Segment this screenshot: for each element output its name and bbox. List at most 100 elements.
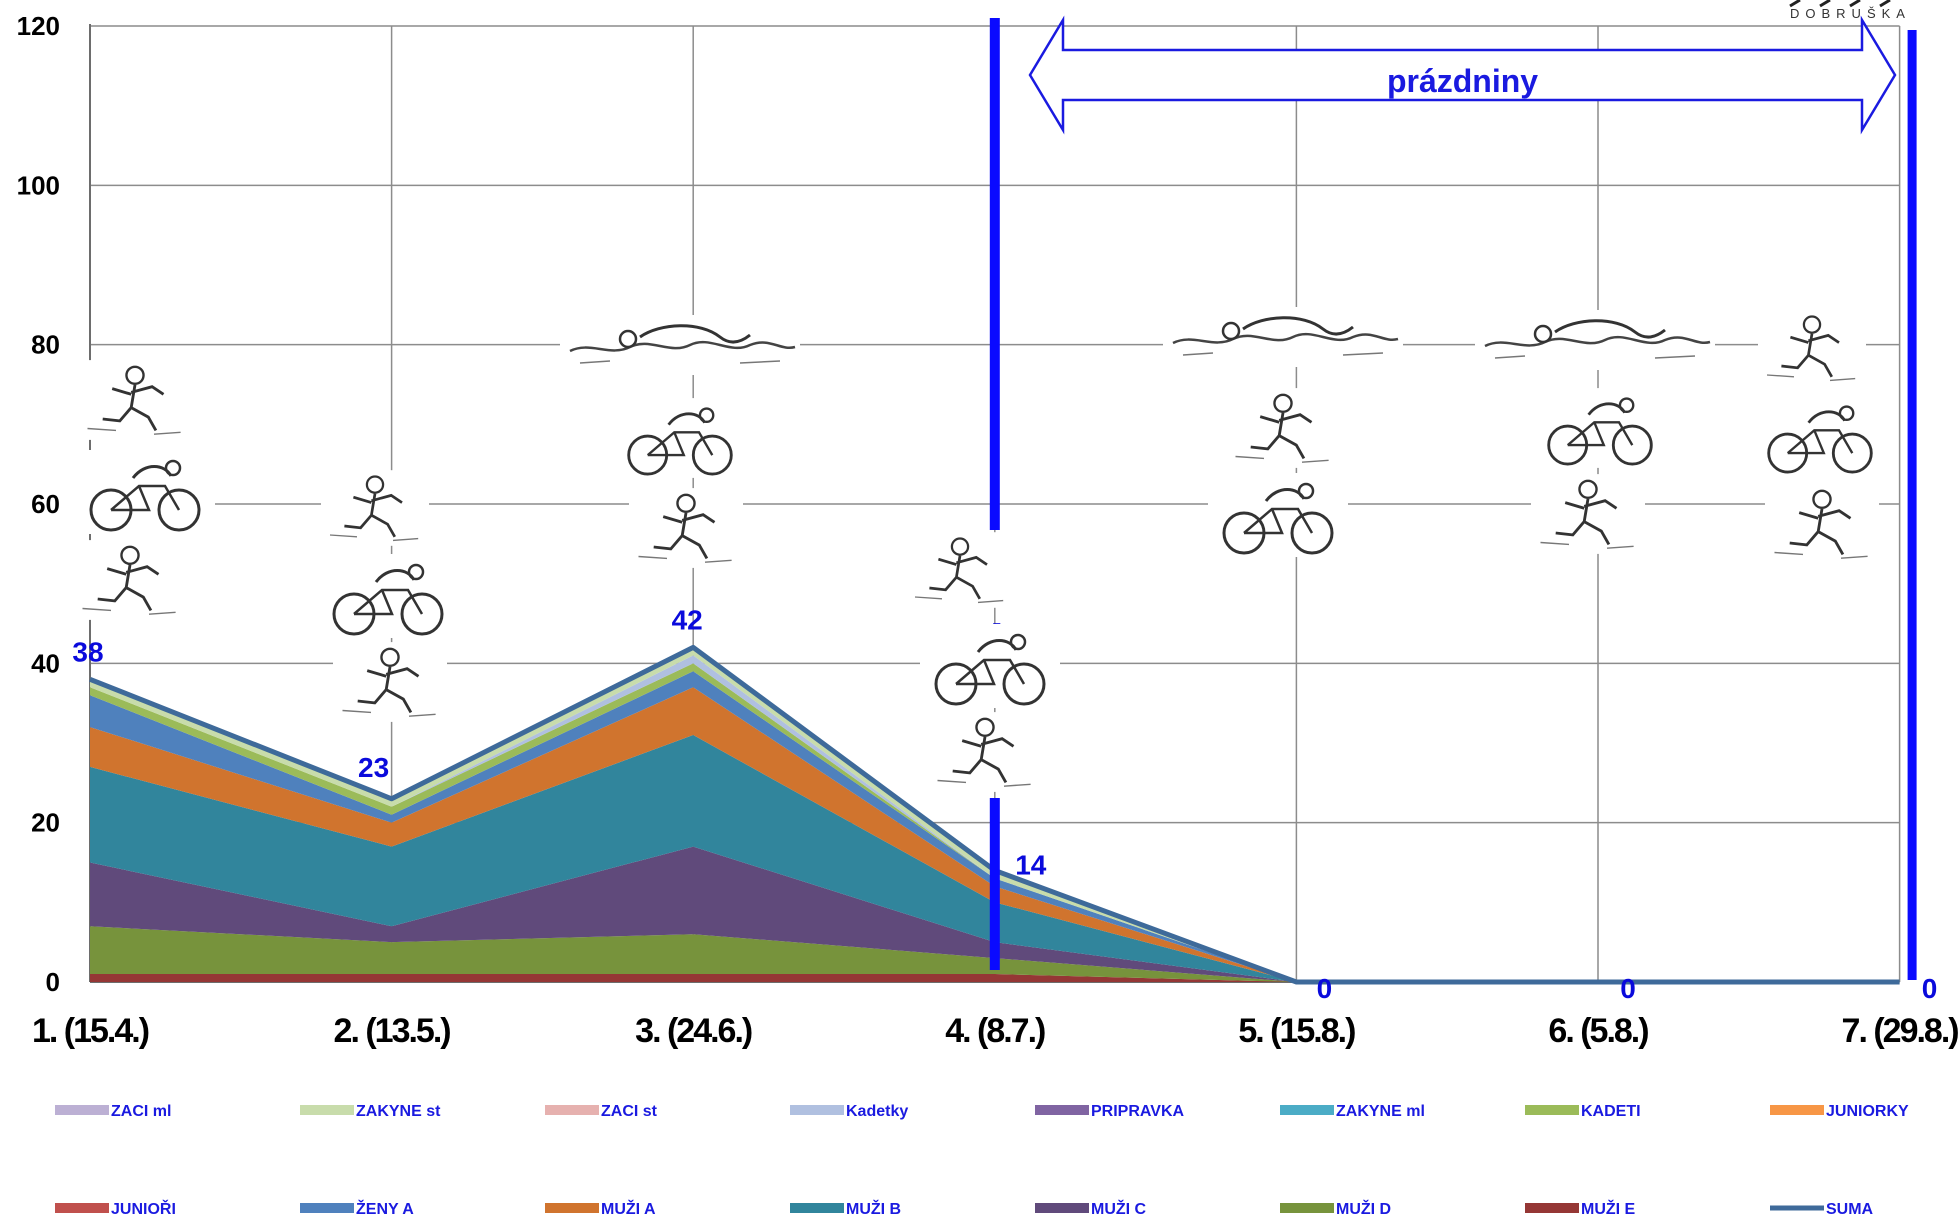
data-label: 0 xyxy=(1922,973,1938,1004)
legend: ZACI ml ZAKYNE st ZACI st Kadetky PRIPRAVKA Z… xyxy=(55,1103,1909,1218)
x-tick-labels: 1. (15.4.) 2. (13.5.) 3. (24.6.) 4. (8.7.) 5… xyxy=(32,1012,1958,1050)
legend-swatch xyxy=(1035,1203,1089,1213)
legend-swatch xyxy=(545,1203,599,1213)
x-tick-label: 1. (15.4.) xyxy=(32,1012,149,1050)
legend-label: ZAKYNE ml xyxy=(1336,1103,1425,1120)
legend-swatch xyxy=(1280,1203,1334,1213)
y-tick-label: 60 xyxy=(31,489,60,519)
legend-swatch xyxy=(790,1105,844,1115)
holiday-end-bar xyxy=(1907,30,1917,980)
runner-icon xyxy=(928,712,1042,792)
logo-subtitle: DOBRUŠKA xyxy=(1790,6,1911,21)
legend-label: ZAKYNE st xyxy=(356,1103,441,1120)
y-tick-label: 100 xyxy=(17,170,60,200)
y-tick-label: 120 xyxy=(17,11,60,41)
y-tick-label: 40 xyxy=(31,648,60,678)
legend-item: ZACI st xyxy=(545,1103,658,1120)
area-mu-i-e xyxy=(90,974,1297,982)
legend-label: JUNIORKY xyxy=(1826,1103,1909,1120)
legend-item: MUŽI A xyxy=(545,1199,656,1218)
legend-label: MUŽI A xyxy=(601,1199,656,1218)
cyclist-icon xyxy=(920,624,1060,708)
data-label: 42 xyxy=(672,604,703,635)
legend-item: KADETI xyxy=(1525,1103,1641,1120)
cyclist-icon xyxy=(75,450,215,534)
legend-swatch xyxy=(300,1105,354,1115)
holiday-arrow xyxy=(1028,15,1897,135)
legend-label: PRIPRAVKA xyxy=(1091,1103,1184,1120)
legend-item: MUŽI D xyxy=(1280,1199,1391,1218)
runner-icon xyxy=(321,470,429,546)
legend-label: Kadetky xyxy=(846,1103,908,1120)
legend-label: SUMA xyxy=(1826,1201,1874,1218)
cyclist-icon xyxy=(1753,396,1887,476)
swimmer-icon xyxy=(560,315,800,375)
legend-swatch xyxy=(300,1203,354,1213)
legend-label: ZACI st xyxy=(601,1103,658,1120)
legend-swatch xyxy=(1525,1105,1579,1115)
x-tick-label: 6. (5.8.) xyxy=(1548,1012,1648,1050)
cyclist-icon xyxy=(1208,473,1348,557)
legend-item: ZAKYNE st xyxy=(300,1103,441,1120)
legend-swatch xyxy=(1035,1105,1089,1115)
legend-item: ŽENY A xyxy=(300,1199,414,1218)
legend-label: ZACI ml xyxy=(111,1103,171,1120)
legend-item: PRIPRAVKA xyxy=(1035,1103,1184,1120)
logo-mark xyxy=(1789,0,1891,8)
runner-icon xyxy=(906,532,1014,608)
legend-label: ŽENY A xyxy=(356,1199,414,1218)
legend-swatch xyxy=(1770,1105,1824,1115)
cyclist-icon xyxy=(613,398,747,478)
cyclist-icon xyxy=(1533,388,1667,468)
legend-item: ZAKYNE ml xyxy=(1280,1103,1425,1120)
swimmer-icon xyxy=(1163,307,1403,367)
legend-item: ZACI ml xyxy=(55,1103,171,1120)
legend-swatch xyxy=(55,1203,109,1213)
x-tick-label: 5. (15.8.) xyxy=(1238,1012,1355,1050)
runner-icon xyxy=(629,488,743,568)
legend-swatch xyxy=(1280,1105,1334,1115)
legend-label: KADETI xyxy=(1581,1103,1641,1120)
legend-swatch xyxy=(545,1105,599,1115)
cyclist-icon xyxy=(318,554,458,638)
legend-item: JUNIOŘI xyxy=(55,1199,176,1218)
x-tick-label: 4. (8.7.) xyxy=(945,1012,1045,1050)
legend-label: JUNIOŘI xyxy=(111,1199,176,1218)
y-tick-label: 20 xyxy=(31,808,60,838)
legend-label: MUŽI D xyxy=(1336,1199,1391,1218)
runner-icon xyxy=(1758,310,1866,386)
runner-icon xyxy=(1226,388,1340,468)
legend-label: MUŽI B xyxy=(846,1199,901,1218)
x-tick-label: 7. (29.8.) xyxy=(1842,1012,1958,1050)
y-tick-label: 0 xyxy=(46,967,60,997)
sport-icons xyxy=(73,307,1887,792)
dash-mark: - xyxy=(992,607,1001,638)
legend-item: MUŽI C xyxy=(1035,1199,1147,1218)
area-series-group xyxy=(90,647,1297,982)
x-tick-label: 3. (24.6.) xyxy=(635,1012,752,1050)
y-tick-labels: 0 20 40 60 80 100 120 xyxy=(17,11,60,997)
legend-label: MUŽI E xyxy=(1581,1199,1636,1218)
runner-icon xyxy=(78,360,192,440)
runner-icon xyxy=(1531,474,1645,554)
holiday-start-bar-top xyxy=(989,18,1000,530)
holiday-label: prázdniny xyxy=(1387,63,1538,99)
legend-swatch xyxy=(790,1203,844,1213)
data-label: 14 xyxy=(1015,849,1047,880)
legend-item: SUMA xyxy=(1770,1201,1874,1218)
runner-icon xyxy=(1765,484,1879,564)
x-tick-label: 2. (13.5.) xyxy=(334,1012,451,1050)
data-label: 0 xyxy=(1620,973,1636,1004)
data-label: 0 xyxy=(1317,973,1333,1004)
data-labels: 38 23 42 14 0 0 0 xyxy=(72,604,1937,1004)
y-tick-label: 80 xyxy=(31,330,60,360)
legend-item: MUŽI B xyxy=(790,1199,901,1218)
swimmer-icon xyxy=(1475,310,1715,370)
runner-icon xyxy=(73,540,187,620)
holiday-start-bar-bottom xyxy=(989,798,1000,970)
legend-item: MUŽI E xyxy=(1525,1199,1636,1218)
runner-icon xyxy=(333,642,447,722)
legend-swatch xyxy=(55,1105,109,1115)
data-label: 38 xyxy=(72,636,103,667)
